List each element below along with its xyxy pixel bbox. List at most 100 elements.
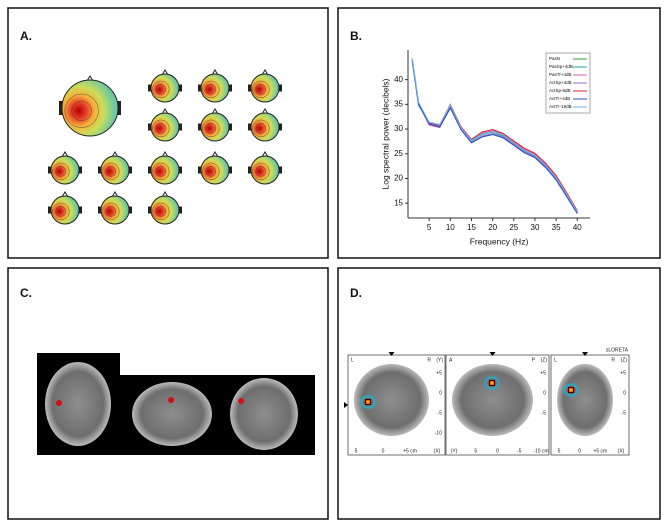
brain-slice [452,364,533,436]
topomap [150,195,180,225]
orientation-label: R [611,357,615,363]
legend-label: PasSp+4dB [549,64,573,69]
y-tick-label: 35 [394,99,403,108]
activation [359,394,377,410]
bottom-scale: 0 [578,448,581,454]
panel-b-frame [337,7,661,259]
ear [228,84,232,92]
spectrum-line [411,58,578,212]
ear [248,166,252,174]
nose [211,108,219,115]
pointer [489,352,496,356]
ear [148,84,152,92]
side-scale: -5 [542,410,547,416]
x-tick-label: 5 [427,223,432,232]
nose [61,191,69,198]
contour [252,80,270,98]
bottom-scale: (Y) [451,448,458,454]
contour [255,166,266,177]
nose [261,69,269,76]
bottom-scale: -10 cm [533,448,548,454]
ear [128,166,132,174]
ear [48,166,52,174]
contour [152,162,170,180]
nose [161,191,169,198]
ear [59,101,63,115]
bottom-scale: (X) [618,448,625,454]
source-dot [56,400,62,406]
legend-label: ActTr+4dB [549,96,570,101]
topomap [50,195,80,225]
topomap [200,73,230,103]
ear [117,101,121,115]
contour [205,84,216,95]
side-scale: -10 [435,430,442,436]
bottom-scale: 5 [558,448,561,454]
contour [64,93,99,128]
legend-label: ActSp+4dB [549,80,572,85]
ear [178,206,182,214]
activation-core [489,380,495,386]
activation-core [365,399,371,405]
loreta-title: sLORETA [606,347,629,353]
y-tick-label: 25 [394,149,403,158]
x-tick-label: 15 [467,223,476,232]
ear [278,123,282,131]
source-dot [168,397,174,403]
contour [252,119,270,137]
y-tick-label: 40 [394,75,403,84]
ear [198,166,202,174]
pointer [344,402,348,408]
ear [228,123,232,131]
contour [155,166,166,177]
ear [48,206,52,214]
topomaps [48,69,282,225]
side-scale: 0 [439,390,442,396]
contour [252,162,270,180]
contour [152,80,170,98]
contour [102,162,120,180]
topomap [50,155,80,185]
orientation-label: L [351,357,354,363]
x-axis-label: Frequency (Hz) [470,236,529,246]
y-tick-label: 20 [394,174,403,183]
x-tick-label: 25 [509,223,518,232]
legend-label: ActTr-18dB [549,104,572,109]
contour [202,119,220,137]
nose [261,108,269,115]
nose [61,151,69,158]
panel-label: D. [350,286,362,300]
source-dot [238,398,244,404]
ear [148,206,152,214]
side-scale: 0 [623,390,626,396]
contour [152,119,170,137]
side-scale: -5 [438,410,443,416]
axis-name: (Z) [621,357,628,363]
axis-name: (Y) [436,357,443,363]
axis-name: (Z) [541,357,548,363]
axial-slice [45,362,111,446]
nose [161,108,169,115]
ear [148,166,152,174]
x-tick-label: 20 [488,223,497,232]
brain-slice [557,364,613,436]
contour [55,166,66,177]
x-tick-label: 10 [446,223,455,232]
contour [52,162,70,180]
ear [128,206,132,214]
nose [86,75,94,82]
activation-core [568,387,574,393]
pointer [388,352,395,356]
activation [562,382,580,398]
nose [261,151,269,158]
topomap [200,155,230,185]
side-scale: +5 [436,370,442,376]
contour [52,202,70,220]
topomap [250,155,280,185]
nose [161,151,169,158]
bottom-scale: 5 [355,448,358,454]
orientation-label: R [427,357,431,363]
bottom-scale: (X) [434,448,441,454]
contour [255,123,266,134]
